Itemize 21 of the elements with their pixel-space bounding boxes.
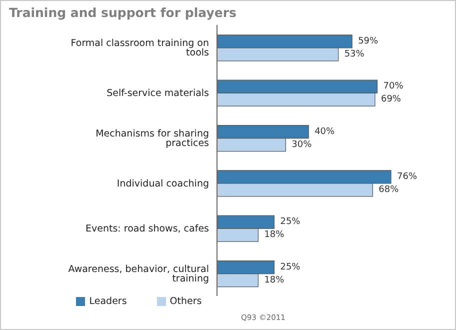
data-label: 40% xyxy=(314,126,336,137)
y-tick-label: Self-service materials xyxy=(106,88,210,100)
data-label: 69% xyxy=(380,94,402,105)
chart-title: Training and support for players xyxy=(9,5,236,20)
data-label: 76% xyxy=(397,172,418,182)
data-label: 59% xyxy=(358,36,379,46)
y-tick-label: Individual coaching xyxy=(116,178,209,190)
y-tick-label: Events: road shows, cafes xyxy=(86,224,210,235)
data-label: 70% xyxy=(383,82,404,92)
y-tick-label: Formal classroom training on tools xyxy=(70,38,210,59)
y-tick-label: Mechanisms for sharing practices xyxy=(96,128,210,150)
data-label: 53% xyxy=(344,49,365,60)
data-label: 18% xyxy=(264,275,285,286)
y-tick-label: Awareness, behavior, cultural training xyxy=(68,264,209,285)
legend-label: Others xyxy=(170,296,202,307)
data-label: 68% xyxy=(378,184,400,195)
data-label: 25% xyxy=(280,262,301,272)
data-label: 30% xyxy=(292,140,312,150)
data-label: 18% xyxy=(264,230,285,240)
data-label: 25% xyxy=(280,217,301,228)
legend-label: Leaders xyxy=(89,296,127,307)
